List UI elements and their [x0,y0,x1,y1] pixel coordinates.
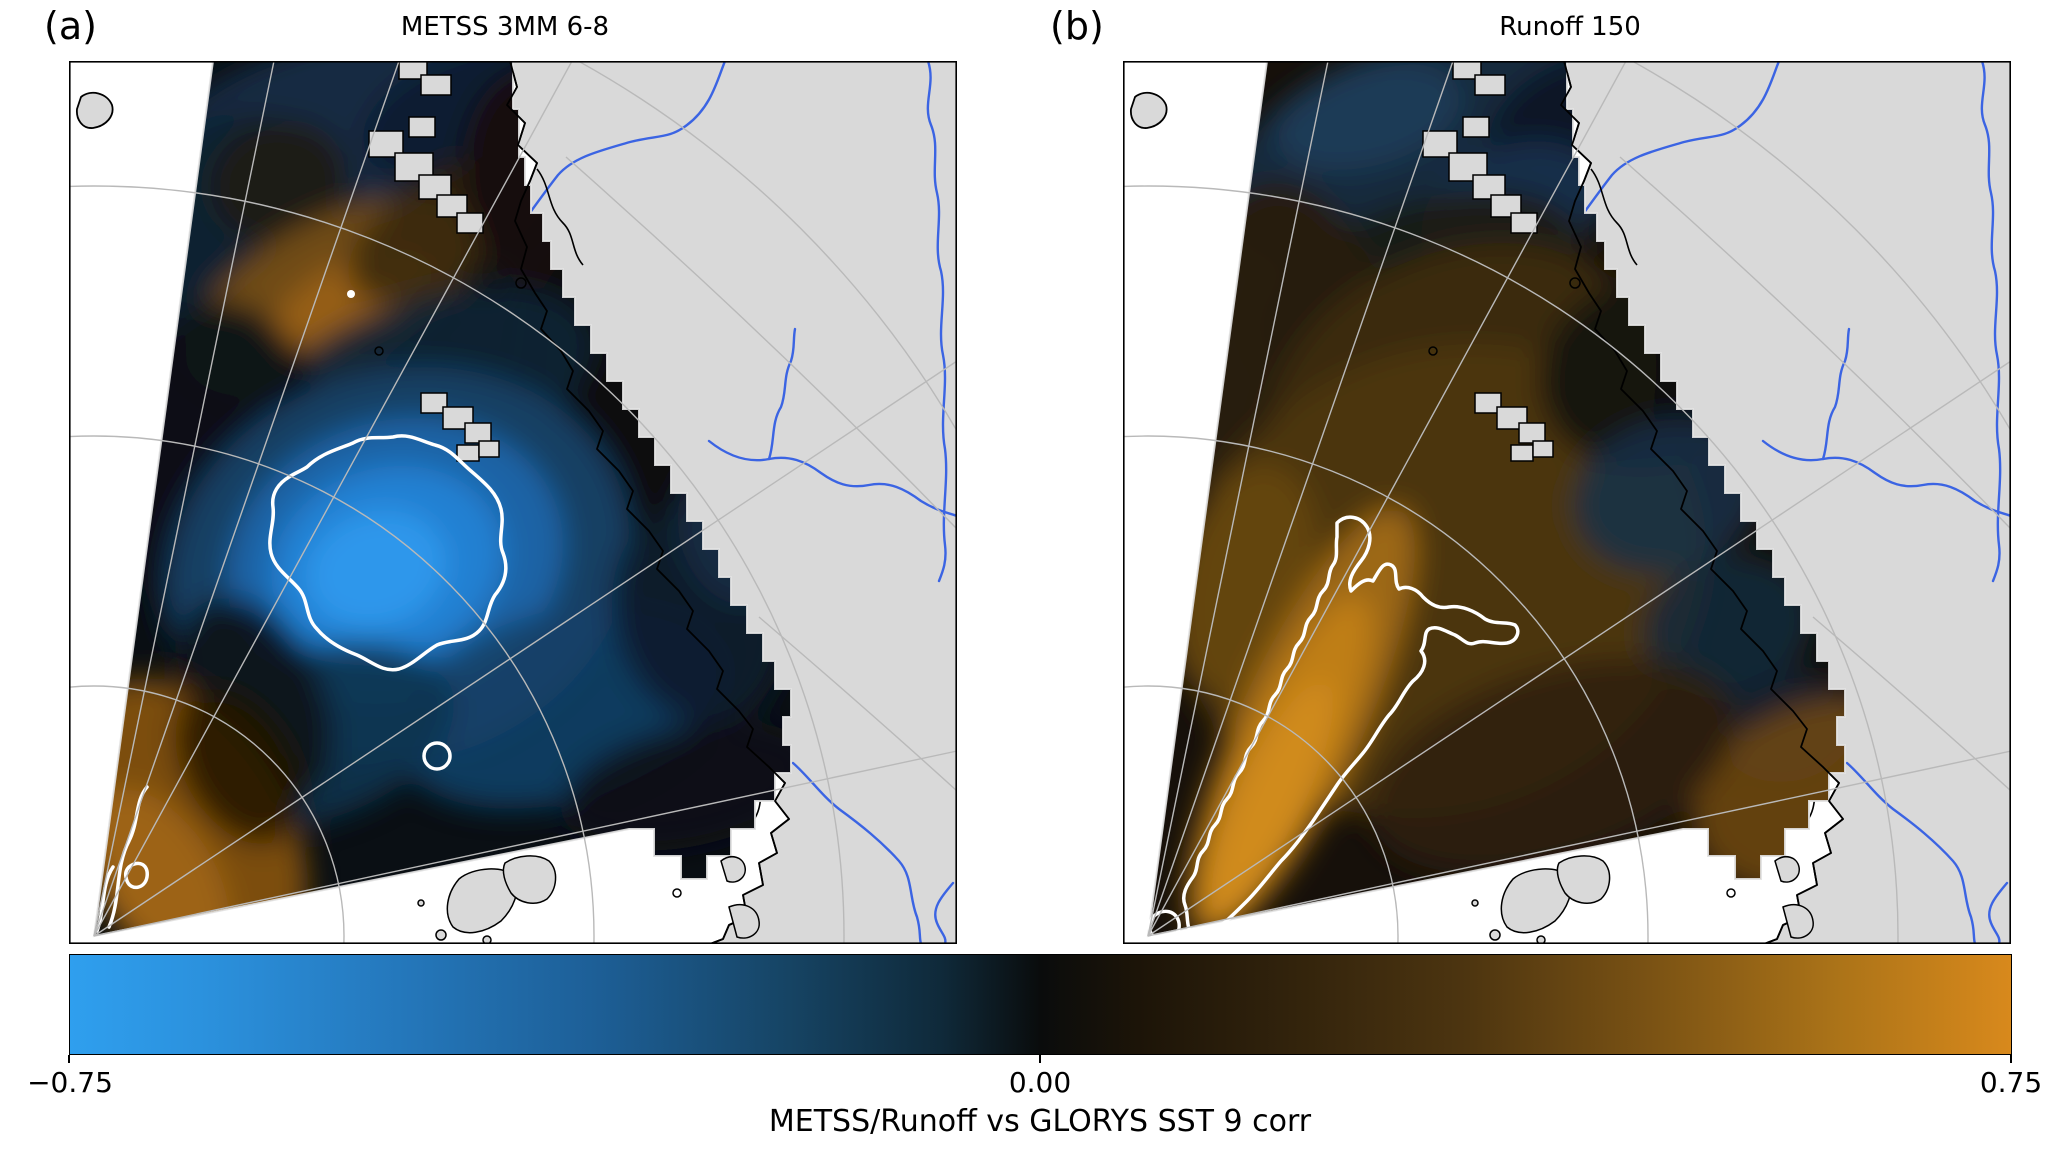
island-grid-block [408,116,436,138]
river [1576,61,1781,223]
island-grid-block [1518,422,1546,444]
island-grid-block [436,194,468,218]
graticule-meridian [1147,360,2011,937]
greenland-coast-islet [76,91,114,129]
coastline [506,61,957,944]
svalbard-island [720,856,746,883]
svalbard-island [502,855,557,905]
island-grid-block [1510,444,1534,462]
small-island-outline [672,888,682,898]
river [707,439,957,518]
svalbard-island [1500,868,1572,934]
rivers-group [1576,61,2011,944]
island-grid-block [1474,74,1506,96]
graticule-meridian [1147,61,1454,937]
small-island-outline [1726,888,1736,898]
island-grid-block [478,440,500,458]
island-grid-block [1452,61,1482,80]
graticule-meridian [93,61,400,937]
graticule-meridian [1147,750,2011,937]
river [1821,327,1851,461]
panel-frame [69,61,957,944]
model-domain-edge [92,61,792,938]
map-panel-a [69,61,957,944]
graticule-parallel [69,685,345,944]
graticule-group [69,61,957,944]
svalbard-island [728,903,760,939]
small-island-outline [1428,346,1438,356]
graticule-meridian [93,61,573,937]
river [1980,61,2002,583]
graticule-group [1123,61,2011,944]
river [1761,439,2011,518]
graticule-parallel [69,435,595,944]
graticule-meridian [93,750,957,937]
graticule-meridian [1147,61,1329,937]
graticule-parallel [1123,185,1899,944]
island-grid-block [1532,440,1554,458]
colorbar-tick-max [2010,1055,2012,1063]
river [926,61,948,583]
river [934,881,955,944]
significance-contours [95,290,508,933]
greenland-coast-islet [1130,91,1168,129]
islands-group [1422,61,1814,944]
panel-frame [1123,61,2011,944]
graticule-parallel [565,156,957,530]
panel-a-title: METSS 3MM 6-8 [400,12,610,42]
island-grid-block [1490,194,1522,218]
river [767,327,797,461]
panel-a-index-label: (a) [44,4,97,48]
colorbar-tick-mid [1039,1055,1041,1063]
island-grid-block [464,422,492,444]
island-grid-block [1474,392,1502,414]
rivers-group [522,61,957,944]
graticule-meridian [93,360,957,937]
svalbard-island [446,868,518,934]
colorbar-tick-min [68,1055,70,1063]
island-grid-block [398,61,428,80]
colorbar-title: METSS/Runoff vs GLORYS SST 9 corr [768,1104,1312,1139]
panel-b-title: Runoff 150 [1499,12,1641,42]
small-island-outline [515,277,527,289]
graticule-parallel [758,616,957,792]
island-grid-block [456,444,480,462]
svalbard-island [1774,856,1800,883]
river [1845,761,1977,944]
map-panel-b [1123,61,2011,944]
graticule-meridian [1147,61,1627,937]
graticule-parallel [1619,156,2011,530]
svalbard-island [1782,903,1814,939]
colorbar-gradient [69,954,2012,1055]
island-grid-block [420,74,452,96]
colorbar-ticklabel-max: 0.75 [1979,1066,2043,1099]
small-island-outline [1569,277,1581,289]
graticule-parallel [69,185,845,944]
islands-group [368,61,760,944]
river [791,761,923,944]
coastline [1560,61,2011,944]
graticule-parallel [1123,435,1649,944]
island-grid-block [420,392,448,414]
graticule-meridian [93,61,275,937]
graticule-parallel [1812,616,2011,792]
colorbar-ticklabel-mid: 0.00 [1008,1066,1072,1099]
river [522,61,727,223]
small-island-outline [374,346,384,356]
graticule-parallel [1123,685,1399,944]
island-grid-block [1422,130,1458,158]
model-domain-edge [1146,61,1846,938]
svalbard-island [1556,855,1611,905]
river [1988,881,2009,944]
colorbar-ticklabel-min: −0.75 [27,1066,113,1099]
island-grid-block [1462,116,1490,138]
panel-b-index-label: (b) [1050,4,1104,48]
